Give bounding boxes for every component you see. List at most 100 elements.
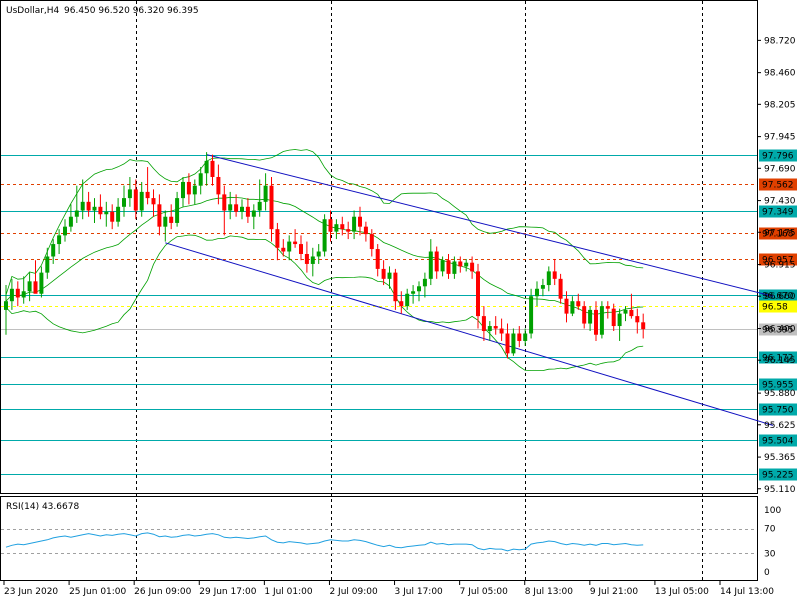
candle-body[interactable] [552, 271, 557, 279]
rsi-line[interactable] [5, 532, 644, 552]
candle-body[interactable] [546, 271, 551, 286]
candle-body[interactable] [116, 206, 121, 222]
candle-body[interactable] [92, 206, 97, 211]
candle-body[interactable] [181, 181, 185, 199]
candle-body[interactable] [358, 216, 362, 227]
candle-body[interactable] [564, 298, 569, 314]
candle-body[interactable] [186, 181, 191, 195]
candle-body[interactable] [169, 216, 174, 223]
candle-body[interactable] [363, 226, 368, 235]
candle-body[interactable] [45, 256, 50, 273]
candle-body[interactable] [422, 278, 427, 287]
candle-body[interactable] [535, 288, 539, 297]
candle-body[interactable] [122, 198, 126, 207]
candle-body[interactable] [145, 191, 150, 199]
candle-body[interactable] [257, 201, 262, 211]
candle-body[interactable] [234, 204, 239, 212]
candle-body[interactable] [617, 313, 622, 327]
candle-body[interactable] [33, 281, 38, 294]
candle-body[interactable] [98, 206, 103, 215]
candle-body[interactable] [287, 241, 292, 252]
candle-body[interactable] [470, 262, 475, 272]
candle-body[interactable] [334, 224, 339, 232]
candle-body[interactable] [440, 260, 445, 272]
candle-body[interactable] [222, 194, 227, 211]
candle-body[interactable] [588, 309, 593, 324]
candle-body[interactable] [411, 291, 416, 294]
candle-body[interactable] [582, 306, 587, 324]
candle-body[interactable] [304, 254, 309, 264]
candle-body[interactable] [299, 244, 303, 254]
candle-body[interactable] [204, 160, 209, 174]
candle-body[interactable] [15, 288, 20, 298]
candle-body[interactable] [393, 272, 398, 302]
candle-body[interactable] [346, 229, 351, 232]
candle-body[interactable] [74, 210, 79, 217]
candle-body[interactable] [310, 256, 315, 264]
candle-body[interactable] [251, 210, 256, 217]
candle-body[interactable] [570, 301, 575, 314]
candle-body[interactable] [623, 309, 628, 314]
candle-body[interactable] [39, 272, 44, 294]
candle-body[interactable] [523, 333, 528, 341]
candle-body[interactable] [476, 271, 480, 317]
candle-body[interactable] [517, 333, 522, 341]
candle-body[interactable] [417, 286, 421, 292]
candle-body[interactable] [576, 301, 581, 307]
candle-body[interactable] [381, 268, 386, 279]
candle-body[interactable] [293, 241, 298, 245]
candle-body[interactable] [635, 316, 640, 323]
candle-body[interactable] [163, 216, 168, 227]
candle-body[interactable] [387, 272, 392, 279]
candle-body[interactable] [594, 309, 598, 335]
candle-body[interactable] [487, 326, 492, 332]
candle-body[interactable] [399, 301, 404, 307]
candle-body[interactable] [446, 260, 451, 274]
candle-body[interactable] [192, 185, 197, 195]
candle-body[interactable] [352, 216, 357, 232]
candle-body[interactable] [133, 189, 138, 211]
candle-body[interactable] [499, 328, 504, 334]
candle-body[interactable] [198, 173, 203, 186]
candle-body[interactable] [263, 185, 268, 202]
candle-body[interactable] [629, 309, 634, 317]
candle-body[interactable] [9, 288, 14, 302]
candle-body[interactable] [86, 201, 91, 211]
candle-body[interactable] [375, 249, 380, 269]
candle-body[interactable] [452, 261, 457, 274]
candle-body[interactable] [68, 216, 73, 227]
candle-body[interactable] [151, 198, 156, 205]
candle-body[interactable] [529, 296, 534, 334]
candle-body[interactable] [641, 322, 646, 330]
candle-body[interactable] [127, 189, 132, 199]
candle-body[interactable] [322, 219, 327, 252]
candle-body[interactable] [316, 251, 321, 257]
candle-body[interactable] [481, 316, 486, 332]
candle-body[interactable] [611, 308, 616, 327]
candle-body[interactable] [558, 278, 563, 299]
candle-body[interactable] [599, 306, 604, 335]
candle-body[interactable] [340, 224, 345, 230]
candle-body[interactable] [328, 219, 333, 232]
candle-body[interactable] [210, 160, 215, 177]
candle-body[interactable] [63, 226, 67, 236]
candle-body[interactable] [369, 234, 374, 250]
candle-body[interactable] [540, 285, 545, 289]
candle-body[interactable] [605, 306, 610, 309]
candle-body[interactable] [27, 281, 32, 292]
candle-body[interactable] [57, 235, 62, 245]
candle-body[interactable] [281, 247, 286, 252]
candle-body[interactable] [493, 326, 498, 329]
channel-lower-line[interactable] [165, 242, 774, 426]
candle-body[interactable] [428, 251, 433, 279]
candle-body[interactable] [434, 251, 439, 272]
candle-body[interactable] [51, 244, 56, 257]
candle-body[interactable] [275, 229, 280, 248]
candle-body[interactable] [505, 333, 510, 354]
candle-body[interactable] [4, 301, 8, 310]
candle-body[interactable] [464, 262, 469, 267]
candle-body[interactable] [240, 206, 244, 212]
candle-body[interactable] [228, 204, 233, 211]
candle-body[interactable] [104, 211, 109, 215]
